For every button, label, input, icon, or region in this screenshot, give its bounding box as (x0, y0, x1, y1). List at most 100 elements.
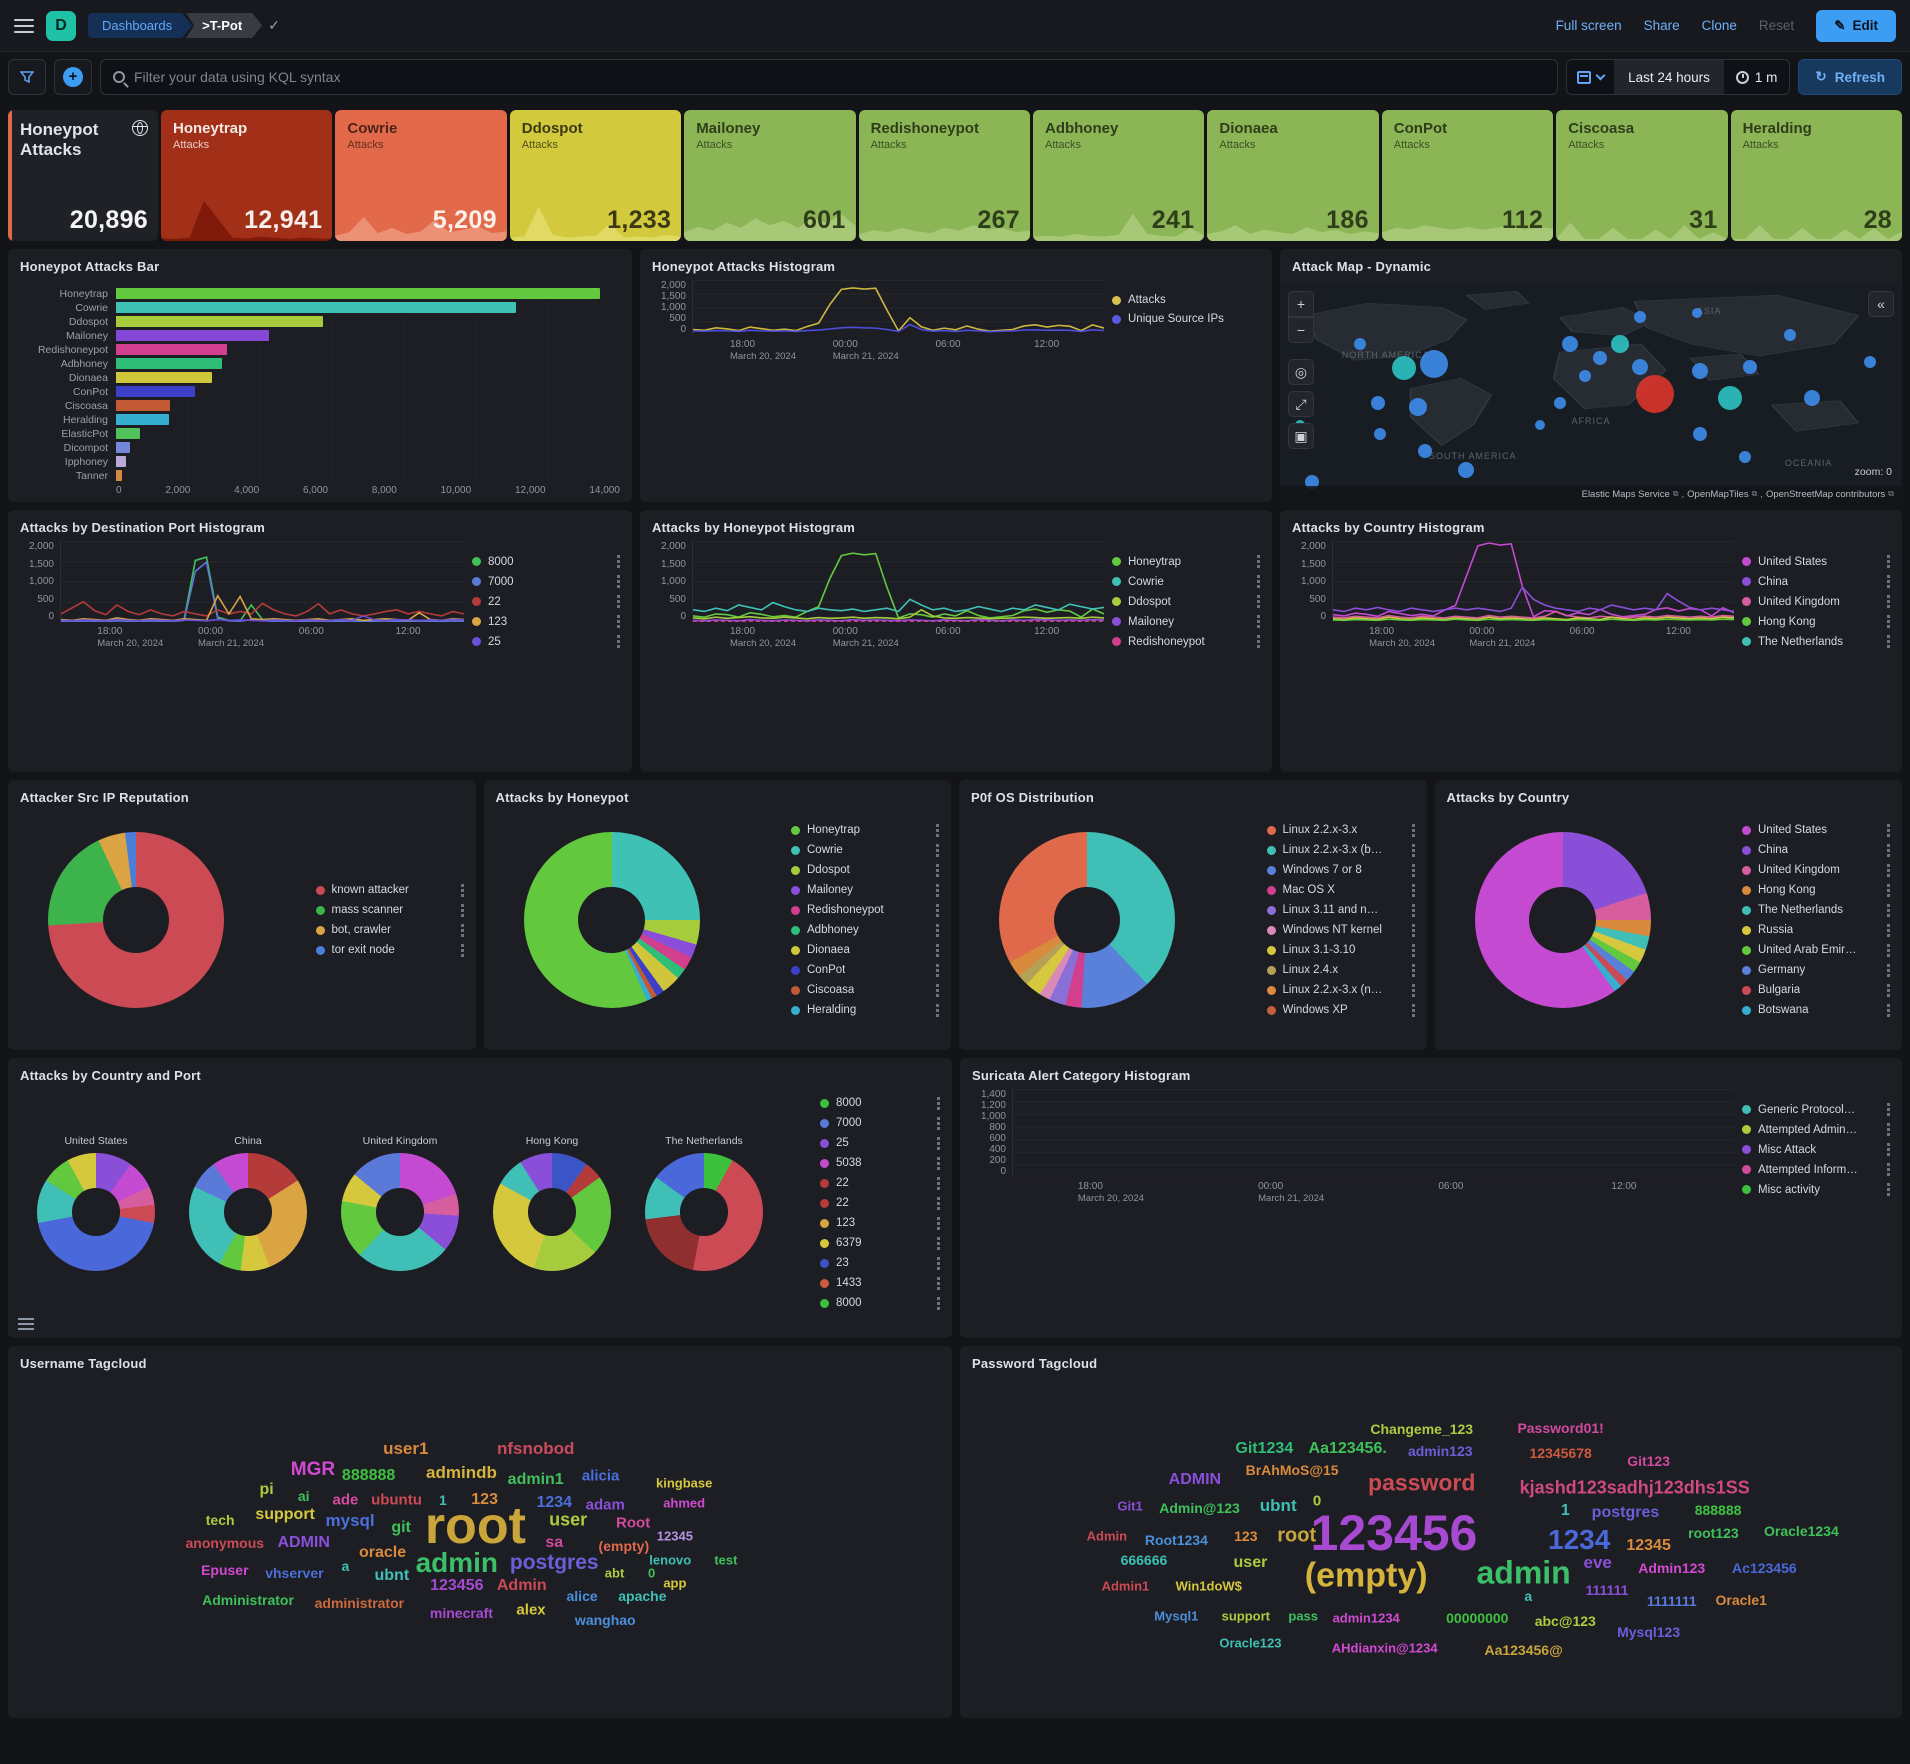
bar[interactable] (116, 456, 127, 467)
tag-word[interactable]: ade (332, 1491, 359, 1509)
legend-item[interactable]: bot, crawler (315, 923, 464, 937)
options-menu-icon[interactable] (937, 1156, 940, 1170)
legend-item[interactable]: United States (1742, 823, 1890, 837)
legend-item[interactable]: Linux 3.11 and newer (1266, 903, 1415, 917)
options-menu-icon[interactable] (617, 575, 620, 588)
donut-chart[interactable] (523, 832, 700, 1008)
refresh-interval[interactable]: 1 m (1724, 60, 1790, 94)
tag-word[interactable]: Changeme_123 (1370, 1421, 1474, 1438)
tag-word[interactable]: Admin (496, 1577, 547, 1595)
tag-word[interactable]: support (255, 1505, 315, 1523)
legend-item[interactable]: United States (1742, 555, 1890, 568)
legend-item[interactable]: 123 (472, 615, 620, 628)
legend-item[interactable]: Mailoney (1112, 615, 1260, 628)
tag-word[interactable]: Mysql1 (1154, 1608, 1199, 1624)
bar[interactable] (116, 288, 601, 299)
tag-word[interactable]: 123456 (1310, 1504, 1478, 1561)
options-menu-icon[interactable] (936, 883, 939, 897)
tag-word[interactable]: ai (297, 1488, 310, 1505)
legend-item[interactable]: 8000 (472, 555, 620, 568)
attack-location-dot[interactable] (1611, 335, 1630, 354)
kql-search[interactable] (100, 59, 1559, 95)
tag-word[interactable]: 888888 (1694, 1501, 1742, 1518)
tag-word[interactable]: (empty) (598, 1538, 650, 1555)
tag-word[interactable]: root (1277, 1524, 1317, 1547)
options-menu-icon[interactable] (1411, 863, 1415, 877)
bar[interactable] (116, 302, 516, 313)
tag-word[interactable]: 12345 (1626, 1537, 1671, 1555)
options-menu-icon[interactable] (937, 1116, 940, 1130)
legend-item[interactable]: Misc activity (1742, 1183, 1890, 1196)
legend-toggle-icon[interactable] (18, 1318, 34, 1330)
tag-word[interactable]: admin (1476, 1554, 1571, 1591)
tag-word[interactable]: AHdianxin@1234 (1331, 1640, 1438, 1656)
options-menu-icon[interactable] (460, 943, 464, 957)
tag-word[interactable]: Oracle123 (1219, 1635, 1282, 1651)
tag-word[interactable]: a (1524, 1588, 1533, 1605)
legend-item[interactable]: Redishoneypot (791, 903, 939, 917)
legend-item[interactable]: The Netherlands (1742, 903, 1890, 917)
refresh-button[interactable]: ↻ Refresh (1798, 59, 1902, 95)
legend-item[interactable]: 25 (820, 1136, 940, 1150)
options-menu-icon[interactable] (1411, 883, 1415, 897)
tag-word[interactable]: admin1 (507, 1470, 564, 1488)
share-link[interactable]: Share (1643, 18, 1680, 33)
legend-item[interactable]: Unique Source IPs (1112, 313, 1260, 325)
attack-location-dot[interactable] (1409, 398, 1428, 417)
attack-location-dot[interactable] (1636, 374, 1675, 413)
legend-item[interactable]: Adbhoney (791, 923, 939, 937)
donut-chart[interactable] (48, 832, 224, 1008)
options-menu-icon[interactable] (1887, 575, 1890, 588)
legend-item[interactable]: 25 (472, 635, 620, 648)
tag-word[interactable]: sa (545, 1534, 564, 1551)
options-menu-icon[interactable] (1887, 963, 1890, 977)
legend-item[interactable]: Russia (1742, 923, 1890, 937)
attack-location-dot[interactable] (1634, 311, 1647, 324)
bar[interactable] (116, 414, 169, 425)
legend-item[interactable]: Ciscoasa (791, 983, 939, 997)
tag-word[interactable]: adam (585, 1496, 625, 1514)
attribution-link[interactable]: Elastic Maps Service (1581, 488, 1670, 500)
tag-word[interactable]: 12345678 (1529, 1444, 1592, 1461)
options-menu-icon[interactable] (1887, 555, 1890, 568)
tag-word[interactable]: 123 (1234, 1528, 1258, 1545)
legend-item[interactable]: mass scanner (315, 903, 464, 917)
legend-item[interactable]: 8000 (820, 1296, 940, 1310)
donut-chart[interactable] (189, 1153, 307, 1271)
tag-word[interactable]: ubnt (374, 1567, 410, 1585)
attack-location-dot[interactable] (1374, 428, 1387, 441)
options-menu-icon[interactable] (937, 1276, 940, 1290)
tile-cowrie[interactable]: Cowrie Attacks 5,209 (335, 110, 507, 241)
tag-word[interactable]: mysql (325, 1511, 375, 1531)
tag-word[interactable]: alex (516, 1601, 546, 1619)
options-menu-icon[interactable] (1411, 963, 1415, 977)
search-input[interactable] (134, 69, 1546, 85)
tag-word[interactable]: alice (566, 1588, 598, 1605)
legend-item[interactable]: Windows 7 or 8 (1266, 863, 1415, 877)
legend-item[interactable]: Attacks (1112, 294, 1260, 306)
legend-item[interactable]: Bulgaria (1742, 983, 1890, 997)
options-menu-icon[interactable] (1887, 1183, 1890, 1196)
attack-location-dot[interactable] (1692, 427, 1707, 442)
legend-item[interactable]: 22 (472, 595, 620, 608)
tile-conpot[interactable]: ConPot Attacks 112 (1381, 110, 1554, 241)
tag-word[interactable]: 666666 (1120, 1551, 1168, 1568)
legend-item[interactable]: Linux 2.2.x-3.x (no ti... (1266, 983, 1415, 997)
options-menu-icon[interactable] (937, 1256, 940, 1270)
donut-chart[interactable] (1474, 832, 1651, 1008)
legend-item[interactable]: Hong Kong (1742, 615, 1890, 628)
tag-word[interactable]: git (391, 1518, 411, 1536)
tag-word[interactable]: 1234 (536, 1493, 573, 1511)
options-menu-icon[interactable] (936, 1003, 939, 1017)
tag-word[interactable]: 123 (471, 1490, 498, 1508)
tile-honeytrap[interactable]: Honeytrap Attacks 12,941 (161, 110, 333, 241)
tag-word[interactable]: a (341, 1558, 350, 1575)
legend-item[interactable]: Germany (1742, 963, 1890, 977)
options-menu-icon[interactable] (1257, 615, 1260, 628)
tag-word[interactable]: Oracle1234 (1764, 1523, 1839, 1540)
legend-item[interactable]: Hong Kong (1742, 883, 1890, 897)
tag-word[interactable]: Git1234 (1235, 1440, 1294, 1458)
tag-word[interactable]: 1 (438, 1491, 447, 1508)
attack-location-dot[interactable] (1592, 350, 1607, 365)
zoom-out-icon[interactable]: − (1288, 317, 1314, 343)
